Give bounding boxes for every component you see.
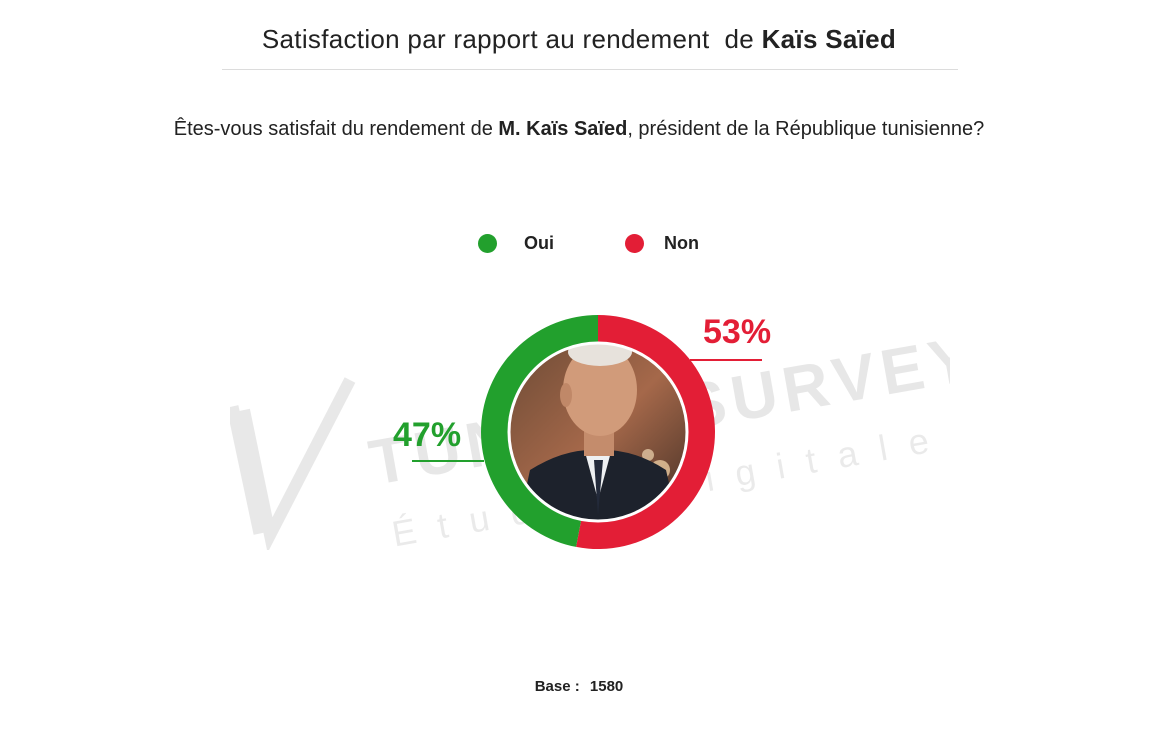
legend-item-oui: Oui — [478, 231, 554, 255]
donut-slice-non — [576, 315, 715, 549]
question-prefix: Êtes-vous satisfait du rendement de — [173, 118, 499, 140]
slice-labels: 47% 53% — [393, 313, 771, 462]
question-name: M. Kaïs Saïed — [498, 118, 628, 140]
base-value: 1580 — [589, 678, 624, 695]
chart-title: Satisfaction par rapport au rendement de… — [0, 24, 1158, 55]
legend-dot-non — [625, 233, 644, 253]
question-suffix: , président de la République tunisienne? — [627, 118, 985, 140]
survey-question: Êtes-vous satisfait du rendement de M. K… — [0, 118, 1158, 141]
slice-label-oui: 47% — [393, 416, 461, 454]
chart-title-prefix: Satisfaction par rapport au rendement de — [261, 24, 762, 54]
legend-label-non: Non — [664, 232, 699, 253]
donut-slices — [480, 315, 715, 549]
legend-dot-oui — [478, 233, 497, 253]
title-divider — [222, 69, 958, 70]
sample-base: Base : 1580 — [0, 678, 1158, 695]
legend-item-non: Non — [625, 231, 699, 255]
base-label: Base : — [534, 678, 580, 695]
donut-slice-oui — [480, 315, 598, 547]
legend-label-oui: Oui — [524, 232, 554, 253]
slice-label-non: 53% — [703, 313, 771, 351]
chart-title-name: Kaïs Saïed — [761, 24, 897, 54]
chart-legend: Oui Non — [0, 231, 1158, 255]
